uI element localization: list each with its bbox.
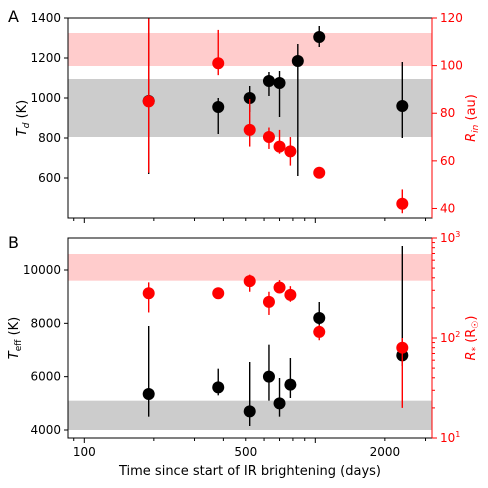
left-data-point-2 [212,381,225,394]
right-tick-label: 80 [440,106,455,120]
left-tick-label: 1000 [30,91,61,105]
left-data-point-8 [396,100,409,112]
right-data-point-7 [313,166,326,179]
x-tick-label: 100 [73,445,96,459]
left-data-point-3 [243,92,256,104]
panel-b: B 4000 6000 8000 10000 101 102 103 100 500 2000 T… [7,230,481,479]
right-data-point-7 [313,325,326,338]
right-data-point-8 [396,197,409,210]
right-data-point-1 [142,95,155,108]
panel-b-ylabel-left: Teff (K) [7,317,24,360]
left-data-point-6 [284,378,297,391]
right-data-point-5 [273,281,286,294]
right-data-point-6 [284,145,297,158]
x-tick-label: 2000 [370,445,401,459]
left-tick-label: 10000 [23,263,61,277]
left-data-point-6 [291,55,304,67]
right-tick-label: 100 [440,59,463,73]
left-tick-label: 8000 [30,316,61,330]
panel-b-label: B [8,233,19,252]
right-data-point-1 [142,287,155,300]
left-data-point-5 [273,397,286,410]
right-data-point-3 [243,123,256,136]
right-data-point-3 [243,275,256,288]
panel-b-ylabel-right: R* (R☉) [464,316,481,361]
right-data-point-2 [212,287,225,300]
left-tick-label: 1400 [30,11,61,25]
right-data-point-4 [262,295,275,308]
right-tick-label: 102 [440,330,460,345]
right-tick-label: 40 [440,201,455,215]
left-tick-label: 1200 [30,51,61,65]
panel-a-ylabel-right: Rin (au) [464,94,481,142]
left-data-point-1 [142,388,155,400]
left-data-point-3 [243,405,256,418]
right-tick-label: 60 [440,154,455,168]
x-tick-label: 500 [234,445,257,459]
left-data-point-2 [212,101,225,113]
right-data-point-2 [212,57,225,70]
right-data-point-5 [273,140,286,153]
band-2 [68,33,432,66]
left-tick-label: 6000 [30,370,61,384]
x-axis-label: Time since start of IR brightening (days… [118,464,381,479]
right-tick-label: 101 [440,430,460,445]
left-data-point-4 [262,370,275,383]
panel-a-ylabel-left: Td (K) [15,100,32,136]
left-data-point-4 [262,75,275,87]
left-tick-label: 600 [38,171,61,185]
right-data-point-4 [262,131,275,144]
left-tick-label: 800 [38,131,61,145]
left-tick-label: 4000 [30,423,61,437]
right-tick-label: 103 [440,230,460,245]
right-data-point-8 [396,341,409,354]
right-data-point-6 [284,288,297,301]
right-tick-label: 120 [440,11,463,25]
panel-a-label: A [8,7,19,26]
left-data-point-7 [313,31,326,43]
left-data-point-5 [273,77,286,89]
left-data-point-7 [313,312,326,324]
